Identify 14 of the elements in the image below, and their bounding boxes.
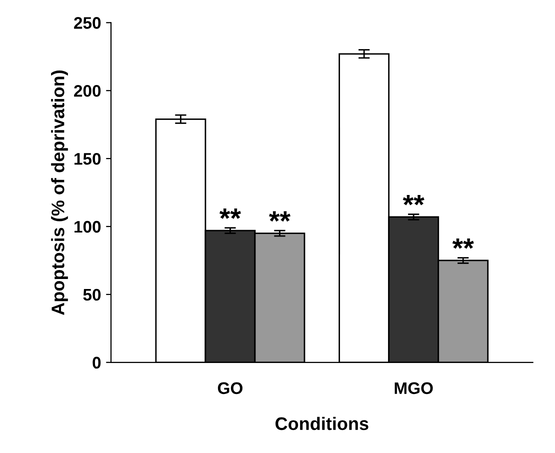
annotation: ** (402, 194, 424, 206)
y-tick-label: 100 (74, 220, 101, 233)
annotation: ** (452, 238, 474, 249)
y-tick-label: 150 (74, 152, 101, 165)
y-tick-label: 50 (83, 288, 101, 301)
y-tick-label: 0 (92, 356, 101, 369)
x-tick-label: GO (218, 382, 242, 394)
y-axis-title: Apoptosis (% of deprivation) (51, 70, 68, 315)
y-tick-label: 200 (74, 85, 101, 97)
x-tick-label: MGO (394, 382, 433, 394)
x-axis-title: Conditions (276, 416, 368, 430)
annotation: ** (219, 208, 241, 219)
y-tick-label: 250 (74, 17, 101, 29)
annotation: ** (268, 211, 290, 222)
